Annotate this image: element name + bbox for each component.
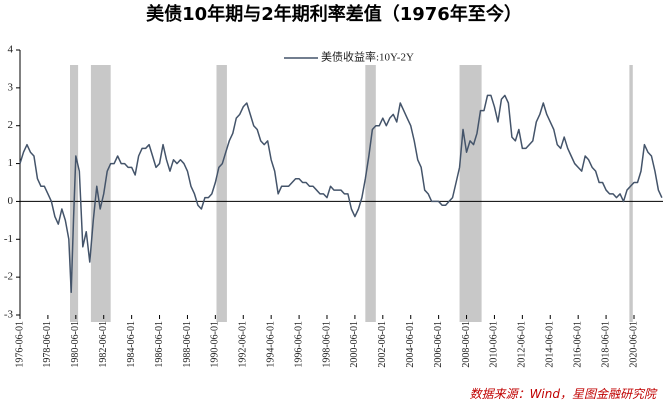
x-tick-label: 2002-06-01 — [377, 321, 388, 368]
x-tick-label: 2008-06-01 — [461, 321, 472, 368]
y-tick-label: 1 — [8, 157, 14, 169]
x-tick-label: 2014-06-01 — [545, 321, 556, 368]
y-tick-label: 3 — [8, 81, 14, 93]
shaded-period — [459, 65, 482, 322]
x-tick-label: 1992-06-01 — [238, 321, 249, 368]
x-tick-label: 1982-06-01 — [98, 321, 109, 368]
legend-label: 美债收益率:10Y-2Y — [321, 50, 414, 64]
x-tick-label: 2006-06-01 — [433, 321, 444, 368]
x-tick-label: 2000-06-01 — [349, 321, 360, 368]
x-tick-label: 1994-06-01 — [265, 321, 276, 368]
y-tick-label: -3 — [4, 309, 14, 321]
x-tick-label: 1996-06-01 — [293, 321, 304, 368]
shaded-period — [629, 65, 633, 322]
x-tick-label: 2020-06-01 — [628, 321, 639, 368]
data-line — [19, 94, 663, 294]
y-tick-label: 2 — [8, 119, 14, 131]
x-tick-label: 2018-06-01 — [600, 321, 611, 368]
x-tick-label: 1978-06-01 — [42, 321, 53, 368]
y-tick-label: 0 — [8, 195, 14, 207]
x-tick-label: 1990-06-01 — [210, 321, 221, 368]
y-tick-label: 4 — [8, 44, 14, 56]
x-tick-label: 1980-06-01 — [70, 321, 81, 368]
x-tick-label: 1986-06-01 — [154, 321, 165, 368]
y-tick-label: -1 — [4, 233, 13, 245]
x-tick-label: 1976-06-01 — [14, 321, 25, 368]
shaded-period — [90, 65, 111, 322]
x-tick-label: 2012-06-01 — [517, 321, 528, 368]
x-tick-label: 1998-06-01 — [321, 321, 332, 368]
shaded-period — [365, 65, 376, 322]
x-tick-label: 1984-06-01 — [126, 321, 137, 368]
x-tick-label: 2010-06-01 — [489, 321, 500, 368]
y-tick-label: -2 — [4, 271, 13, 283]
x-tick-label: 1988-06-01 — [182, 321, 193, 368]
source-note: 数据来源：Wind，星图金融研究院 — [470, 387, 658, 401]
x-tick-label: 2016-06-01 — [572, 321, 583, 368]
chart-title: 美债10年期与2年期利率差值（1976年至今） — [146, 3, 522, 25]
x-tick-label: 2004-06-01 — [405, 321, 416, 368]
shaded-period — [216, 65, 227, 322]
